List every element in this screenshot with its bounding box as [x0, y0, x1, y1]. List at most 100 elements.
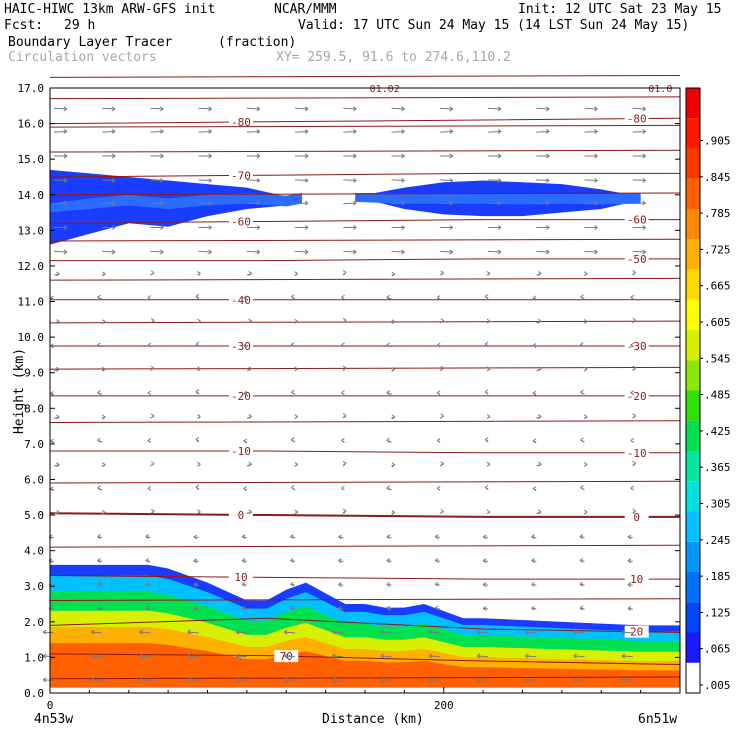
contour-label-bg	[228, 389, 253, 402]
vector-head	[145, 534, 150, 539]
vector-arrow	[627, 534, 633, 540]
vector-arrow	[341, 485, 345, 491]
contour-label-bg	[228, 571, 253, 584]
vector-head	[145, 581, 150, 587]
vector-head	[290, 534, 294, 539]
vector-arrow	[583, 462, 588, 467]
vector-arrow	[536, 271, 542, 276]
vector-shaft	[584, 250, 598, 253]
contour-label-bg	[228, 116, 253, 129]
vector-arrow	[536, 153, 550, 159]
vector-head	[434, 557, 439, 563]
vector-head	[193, 558, 198, 564]
vector-head	[208, 200, 212, 206]
vector-head	[283, 629, 288, 635]
vector-arrow	[391, 414, 396, 420]
vector-head	[290, 605, 294, 611]
upper-tracer-core-0	[50, 192, 302, 213]
vector-head	[248, 270, 252, 276]
vector-shaft	[332, 679, 344, 682]
vector-arrow	[536, 318, 542, 324]
vector-arrow	[391, 319, 396, 325]
vector-head	[401, 178, 405, 183]
vector-arrow	[246, 509, 252, 515]
vector-arrow	[295, 129, 309, 134]
vector-arrow	[295, 249, 309, 255]
vector-head	[621, 677, 626, 683]
vector-head	[449, 153, 454, 159]
colorbar-swatch	[686, 118, 700, 149]
vector-head	[50, 343, 54, 349]
vector-arrow	[584, 249, 598, 255]
vector-head	[434, 581, 439, 587]
vector-head	[532, 438, 537, 444]
vector-arrow	[343, 225, 357, 230]
vector-arrow	[197, 366, 201, 372]
vector-shaft	[139, 655, 151, 658]
vector-arrow	[150, 270, 155, 276]
vector-arrow	[193, 605, 199, 611]
vector-arrow	[386, 485, 392, 491]
vector-arrow	[53, 178, 68, 183]
vector-head	[256, 225, 261, 230]
vector-head	[546, 153, 550, 159]
contour-label-bg	[624, 252, 649, 265]
vector-head	[545, 106, 550, 112]
vector-arrow	[434, 557, 440, 563]
vector-arrow	[338, 558, 344, 564]
vector-shaft	[525, 655, 537, 658]
vector-head	[497, 106, 502, 112]
colorbar-label: .365	[704, 461, 731, 474]
vector-head	[97, 605, 101, 611]
vector-arrow	[53, 249, 68, 255]
vector-head	[352, 249, 357, 255]
vector-head	[193, 534, 198, 540]
vector-shaft	[391, 107, 405, 110]
vector-shaft	[332, 631, 344, 634]
vector-shaft	[632, 250, 646, 253]
vector-arrow	[101, 509, 106, 515]
vector-shaft	[53, 107, 67, 110]
vector-arrow	[580, 485, 585, 491]
contour-label: -40	[231, 294, 251, 307]
vector-head	[531, 581, 535, 587]
vector-shaft	[488, 130, 502, 133]
vector-shaft	[246, 179, 260, 181]
y-tick-label: 10.0	[18, 331, 45, 344]
vector-arrow	[632, 153, 647, 159]
vector-head	[197, 318, 201, 324]
y-tick-label: 5.0	[24, 509, 44, 522]
vector-arrow	[53, 462, 60, 468]
vector-head	[342, 317, 347, 323]
vector-shaft	[428, 679, 440, 682]
vector-head	[583, 271, 588, 277]
vector-head	[391, 462, 396, 468]
vector-arrow	[53, 366, 60, 372]
vector-arrow	[241, 605, 247, 611]
vector-head	[594, 153, 598, 159]
vector-head	[537, 366, 542, 372]
vector-head	[56, 366, 60, 372]
contour-line-extra-13	[49, 676, 681, 680]
vector-arrow	[246, 461, 252, 467]
vector-head	[642, 200, 646, 206]
vector-arrow	[580, 342, 585, 348]
vector-arrow	[295, 200, 309, 206]
vector-shaft	[391, 130, 405, 133]
vector-head	[632, 365, 636, 371]
vector-arrow	[391, 106, 405, 112]
colorbar-swatch	[686, 390, 700, 421]
vector-head	[428, 653, 433, 659]
vector-head	[42, 677, 47, 683]
vector-head	[195, 341, 200, 347]
vector-arrow	[343, 249, 357, 255]
contour-label: -60	[627, 214, 647, 227]
vector-head	[294, 509, 298, 515]
vector-head	[632, 270, 636, 275]
vector-head	[484, 484, 489, 490]
vector-arrow	[632, 178, 646, 183]
vector-arrow	[97, 485, 103, 491]
vector-head	[139, 677, 143, 683]
vector-head	[342, 365, 347, 371]
colorbar: .005 .065 .125 .185 .245 .305 .365 .425 .485 .545…	[685, 87, 731, 694]
